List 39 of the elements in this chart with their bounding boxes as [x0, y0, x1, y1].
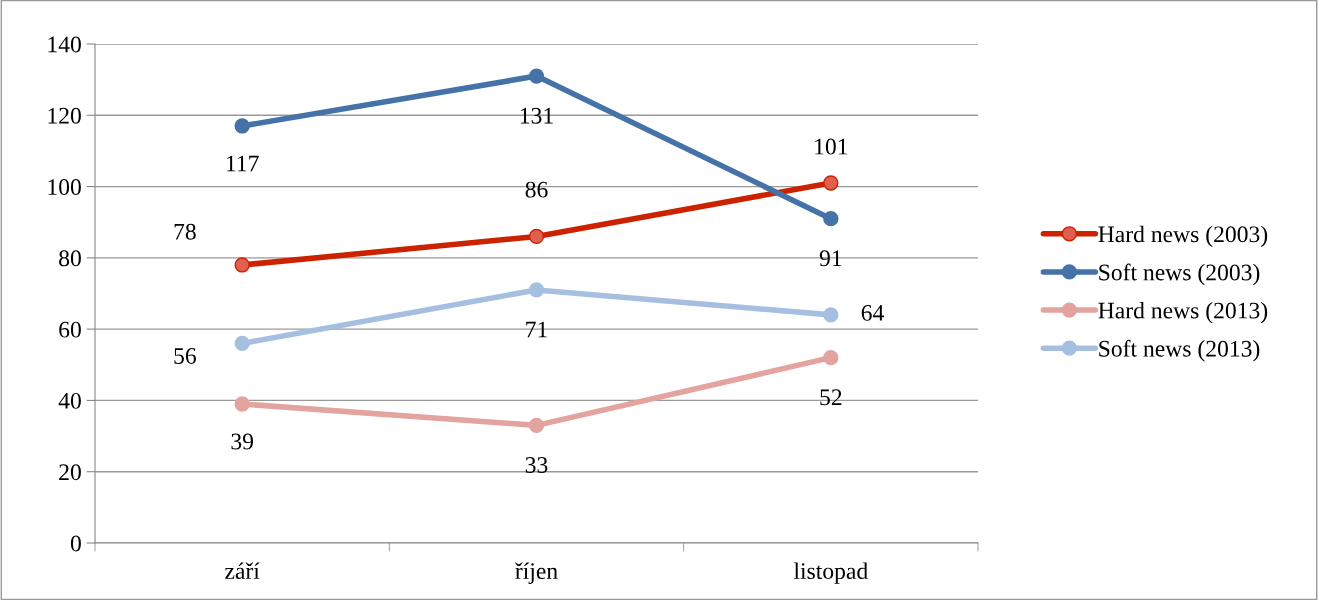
y-tick-label: 140	[48, 36, 81, 53]
x-tick-label: září	[225, 562, 260, 580]
point	[823, 350, 839, 366]
data-label: 91	[819, 250, 842, 267]
point	[234, 396, 250, 412]
data-label: 101	[815, 138, 848, 155]
y-tick-label: 80	[59, 250, 81, 267]
point	[823, 211, 839, 227]
point	[528, 228, 545, 245]
legend-label: Hard news (2003)	[1098, 225, 1268, 248]
point	[528, 68, 545, 84]
legend-label: Soft news (2003)	[1099, 263, 1260, 286]
y-tick-label: 40	[58, 392, 81, 409]
data-label: 52	[820, 389, 842, 406]
point	[528, 282, 545, 298]
data-label: 56	[174, 348, 196, 364]
data-label: 64	[861, 304, 884, 321]
legend-label: Hard news (2013)	[1098, 301, 1268, 324]
point	[823, 175, 839, 191]
data-label: 131	[520, 107, 553, 124]
point	[528, 417, 545, 434]
point	[234, 257, 250, 273]
x-tick-label: říjen	[515, 562, 558, 584]
point	[823, 307, 839, 323]
y-tick-label: 0	[70, 535, 81, 552]
data-label: 86	[525, 181, 548, 198]
x-tick-label: listopad	[793, 562, 868, 584]
y-tick-label: 100	[48, 179, 81, 195]
y-tick-label: 120	[48, 107, 81, 124]
data-label: 33	[525, 457, 548, 473]
data-label: 39	[231, 433, 254, 450]
data-label: 78	[174, 223, 196, 240]
y-tick-label: 60	[59, 321, 81, 338]
y-tick-label: 20	[59, 464, 81, 481]
data-label: 71	[526, 321, 547, 338]
legend-label: Soft news (2013)	[1099, 339, 1260, 362]
point	[234, 335, 250, 352]
data-label: 117	[226, 155, 259, 172]
point	[234, 118, 250, 134]
